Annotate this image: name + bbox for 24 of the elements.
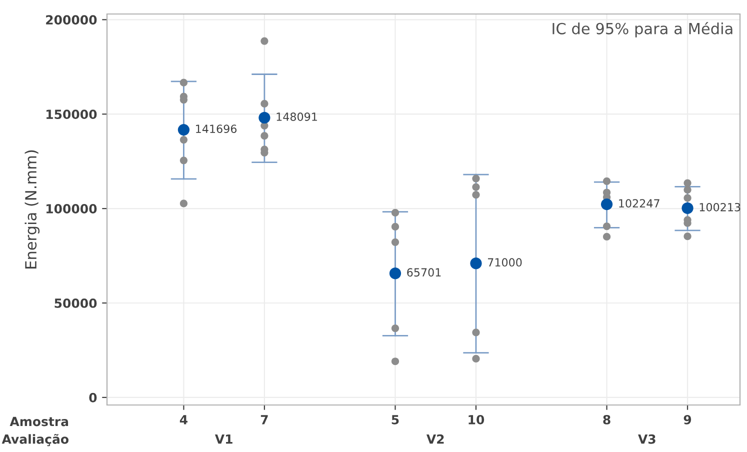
y-axis-title: Energia (N.mm) (24, 150, 40, 268)
y-tick-label: 50000 (54, 298, 97, 308)
x-tick-label: 5 (392, 415, 399, 424)
data-label: 100213 (700, 202, 740, 212)
x-tick-label: 9 (684, 414, 692, 424)
data-label: 148091 (276, 112, 317, 121)
y-tick-label: 200000 (46, 15, 97, 25)
x-tick-label: 7 (260, 415, 268, 424)
x-tick-label: 10 (468, 414, 484, 424)
text: V3 (638, 434, 656, 444)
x-tick-label: 8 (603, 414, 610, 424)
data-label: 102247 (619, 199, 660, 208)
y-tick-label: 100000 (46, 204, 97, 214)
data-label: 65701 (407, 268, 441, 277)
text: V2 (426, 434, 444, 444)
data-label: 71000 (488, 258, 522, 267)
y-tick-label: 150000 (46, 110, 97, 120)
x-tick-label: 4 (180, 415, 188, 424)
y-tick-label: 0 (89, 392, 97, 402)
annotation: IC de 95% para a Média (552, 22, 732, 38)
text: V1 (214, 434, 232, 444)
text: Amostra (10, 416, 68, 426)
data-label: 141696 (196, 124, 237, 134)
text: Avaliação (2, 434, 68, 446)
